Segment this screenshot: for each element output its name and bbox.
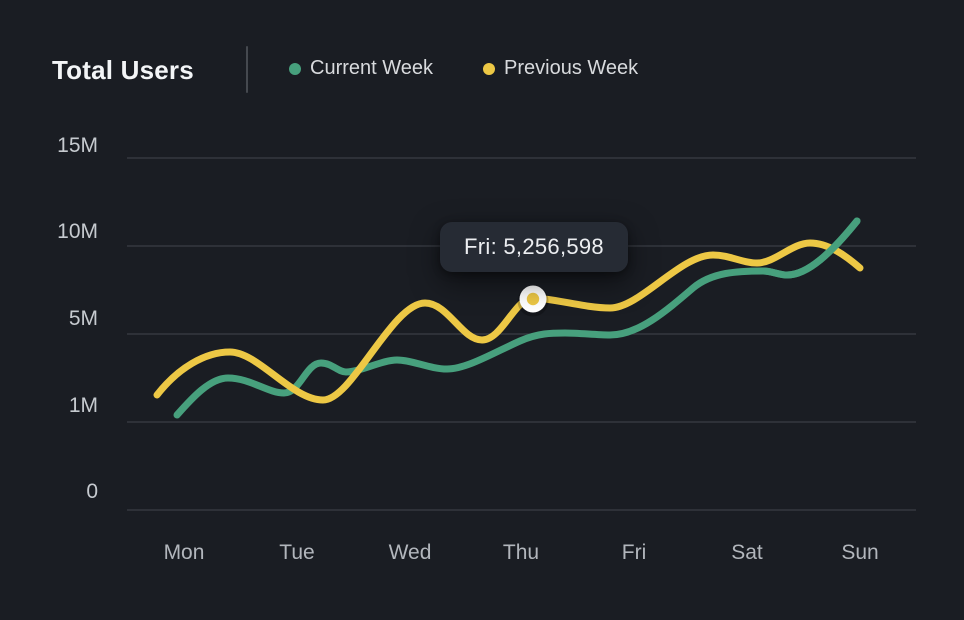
- x-tick-wed: Wed: [388, 541, 432, 564]
- x-tick-tue: Tue: [279, 541, 315, 564]
- line-previous-week[interactable]: [153, 239, 864, 404]
- x-tick-thu: Thu: [502, 541, 540, 564]
- chart-title: Total Users: [52, 55, 194, 85]
- line-current-week-end-overlay: [759, 217, 861, 279]
- legend-dot-previous-week-icon: [483, 62, 496, 75]
- legend-dot-current-week-icon: [289, 62, 301, 75]
- legend-item-current-week[interactable]: Current Week: [289, 57, 433, 80]
- y-tick-1m: 1M: [68, 394, 98, 417]
- x-tick-mon: Mon: [163, 541, 205, 564]
- legend: Current Week Previous Week: [289, 57, 638, 80]
- tooltip-text: Fri: 5,256,598: [464, 234, 604, 259]
- header-divider: [246, 46, 248, 93]
- x-tick-fri: Fri: [621, 541, 647, 564]
- y-tick-15m: 15M: [57, 134, 98, 157]
- y-tick-0: 0: [86, 480, 98, 503]
- x-tick-sat: Sat: [731, 541, 763, 564]
- y-tick-10m: 10M: [57, 220, 98, 243]
- hover-point-center: [526, 292, 540, 306]
- y-tick-5m: 5M: [68, 307, 98, 330]
- legend-label-current-week: Current Week: [310, 57, 434, 79]
- x-tick-sun: Sun: [841, 541, 879, 564]
- legend-item-previous-week[interactable]: Previous Week: [483, 57, 638, 80]
- hover-point[interactable]: [517, 285, 549, 317]
- tooltip: Fri: 5,256,598: [440, 222, 628, 272]
- legend-label-previous-week: Previous Week: [504, 57, 639, 79]
